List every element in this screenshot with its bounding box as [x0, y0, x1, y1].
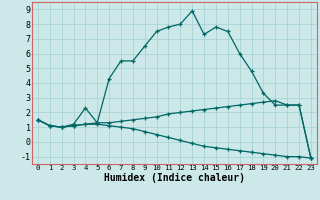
X-axis label: Humidex (Indice chaleur): Humidex (Indice chaleur): [104, 173, 245, 183]
